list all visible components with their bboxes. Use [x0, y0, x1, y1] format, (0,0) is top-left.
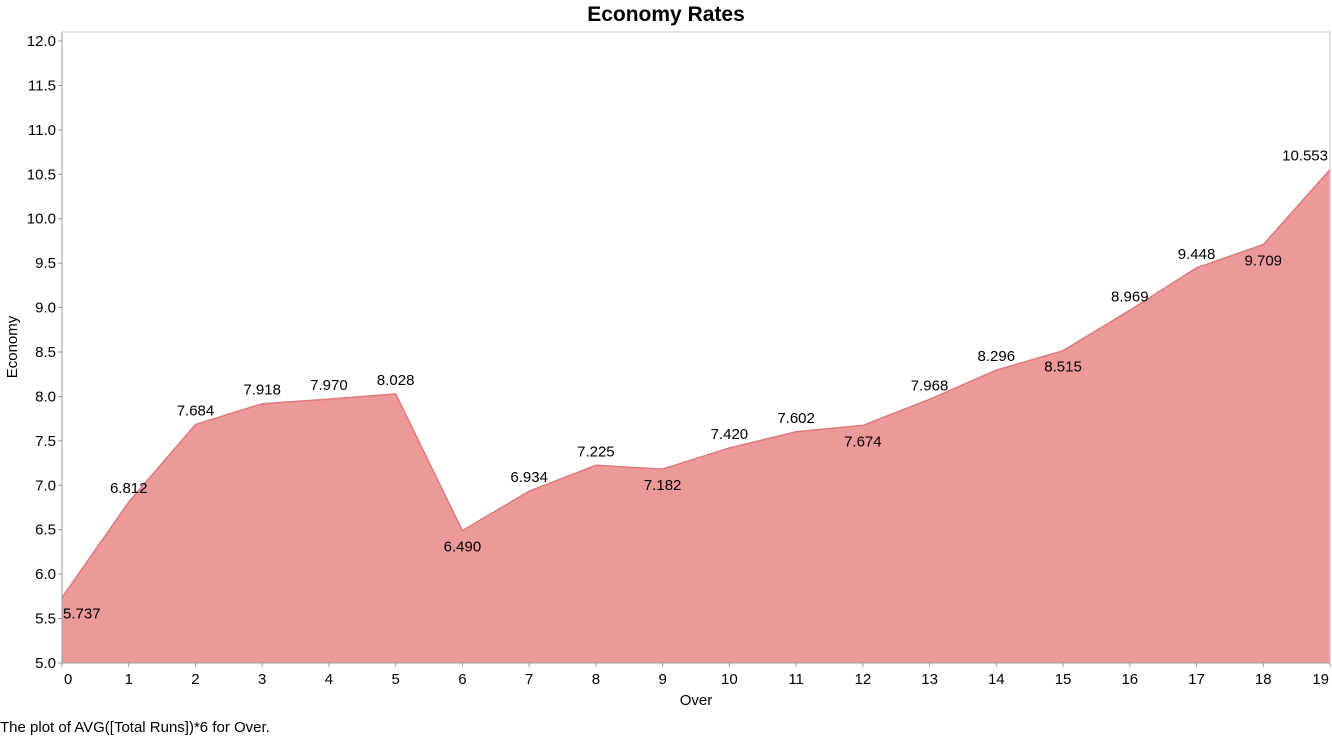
data-label: 7.970: [310, 377, 348, 394]
y-tick-label: 12.0: [27, 33, 56, 50]
data-label: 7.968: [911, 377, 949, 394]
y-tick-label: 8.0: [35, 388, 56, 405]
area-fill: [62, 169, 1330, 663]
data-label: 6.812: [110, 480, 148, 497]
y-tick-label: 11.0: [28, 122, 56, 139]
x-tick-label: 6: [458, 671, 466, 688]
x-tick-label: 5: [392, 671, 400, 688]
data-label: 6.490: [444, 539, 482, 556]
x-tick-label: 0: [64, 671, 72, 688]
y-tick-label: 5.0: [35, 655, 56, 672]
chart-caption: The plot of AVG([Total Runs])*6 for Over…: [0, 719, 270, 736]
x-tick-label: 2: [191, 671, 199, 688]
data-label: 9.709: [1244, 253, 1282, 270]
data-label: 7.918: [243, 382, 281, 399]
y-tick-label: 10.5: [27, 166, 56, 183]
x-tick-label: 8: [592, 671, 600, 688]
y-tick-label: 6.0: [35, 566, 56, 583]
x-tick-label: 4: [325, 671, 333, 688]
x-tick-label: 12: [854, 671, 871, 688]
y-tick-label: 7.5: [35, 433, 56, 450]
data-label: 7.182: [644, 477, 682, 494]
x-axis-title: Over: [680, 692, 713, 709]
y-tick-label: 7.0: [35, 477, 56, 494]
x-tick-label: 1: [125, 671, 133, 688]
data-label: 7.684: [177, 403, 215, 420]
data-label: 8.028: [377, 372, 415, 389]
y-tick-label: 5.5: [35, 611, 56, 628]
data-label: 9.448: [1178, 246, 1216, 263]
x-tick-label: 11: [788, 671, 804, 688]
area-line: [61, 169, 1331, 598]
x-tick-label: 9: [658, 671, 666, 688]
data-label: 7.225: [577, 443, 615, 460]
x-tick-label: 3: [258, 671, 266, 688]
y-tick-label: 9.0: [35, 300, 56, 317]
data-label: 7.602: [777, 410, 815, 427]
data-label: 7.674: [844, 433, 882, 450]
y-tick-label: 9.5: [35, 255, 56, 272]
data-label: 8.515: [1044, 359, 1082, 376]
x-tick-label: 15: [1055, 671, 1072, 688]
data-label: 10.553: [1282, 148, 1328, 165]
chart-title: Economy Rates: [587, 3, 745, 26]
x-tick-label: 19: [1312, 671, 1329, 688]
x-tick-label: 14: [988, 671, 1005, 688]
x-tick-label: 16: [1121, 671, 1138, 688]
x-tick-label: 10: [721, 671, 738, 688]
y-tick-label: 8.5: [35, 344, 56, 361]
data-label: 5.737: [63, 606, 101, 623]
y-tick-label: 6.5: [35, 522, 56, 539]
x-tick-label: 7: [525, 671, 533, 688]
x-tick-label: 17: [1188, 671, 1205, 688]
data-label: 6.934: [510, 469, 548, 486]
data-label: 7.420: [711, 426, 749, 443]
data-label: 8.296: [978, 348, 1016, 365]
data-label: 8.969: [1111, 288, 1149, 305]
y-axis-title: Economy: [4, 315, 21, 378]
x-tick-label: 18: [1255, 671, 1272, 688]
x-tick-label: 13: [921, 671, 938, 688]
y-tick-label: 10.0: [27, 211, 56, 228]
y-tick-label: 11.5: [28, 77, 56, 94]
